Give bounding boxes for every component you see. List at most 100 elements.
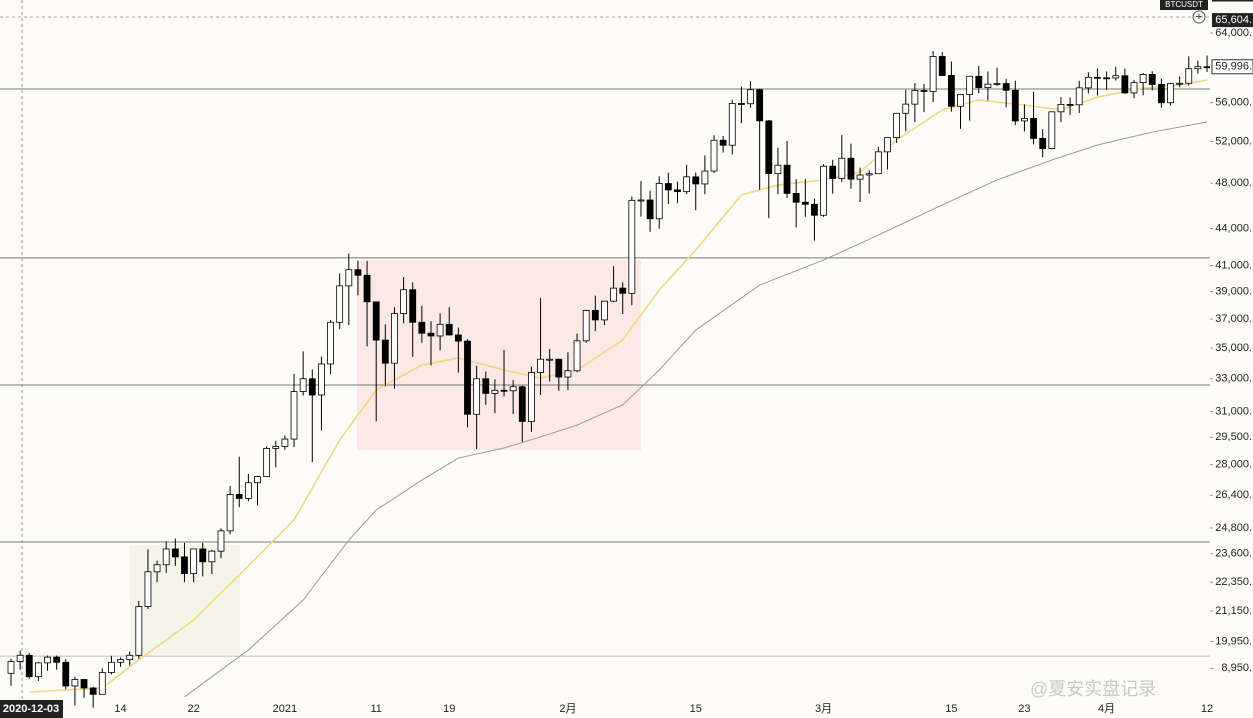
add-button[interactable] xyxy=(1192,10,1206,24)
candle-body xyxy=(235,494,243,499)
price-tag-label: 65,604. xyxy=(1215,14,1252,26)
candle-body xyxy=(44,656,51,664)
candle-body xyxy=(957,94,964,107)
plot xyxy=(0,50,1211,708)
candle-body xyxy=(938,56,946,76)
candle-body xyxy=(1130,82,1138,94)
candle-body xyxy=(993,83,1001,85)
symbol-tag xyxy=(1160,0,1208,10)
candle-body xyxy=(865,173,873,176)
y-tick-label: 26,400. xyxy=(1215,489,1252,501)
y-tick-label: 39,000. xyxy=(1215,285,1252,297)
candle-body xyxy=(929,56,937,92)
candle-body xyxy=(62,661,70,687)
candle-body xyxy=(427,332,435,337)
candle-body xyxy=(1021,118,1028,122)
candle-body xyxy=(1084,76,1092,89)
x-tick-label: 22 xyxy=(187,703,199,715)
candle-body xyxy=(811,203,818,216)
candle-body xyxy=(1103,77,1110,80)
candle-body xyxy=(719,139,727,146)
candle-body xyxy=(1148,74,1156,85)
candle-body xyxy=(363,274,371,303)
candle-body xyxy=(692,176,700,185)
candle-body xyxy=(920,90,928,92)
y-tick-label: 44,000. xyxy=(1215,223,1252,235)
candle-body xyxy=(327,321,334,365)
x-tick-label: 2月 xyxy=(559,703,576,715)
y-tick-label: 21,150. xyxy=(1215,605,1252,617)
candle-body xyxy=(162,548,170,566)
candle-body xyxy=(409,289,417,323)
candle-body xyxy=(190,548,198,575)
candle-body xyxy=(381,339,389,364)
candle-body xyxy=(783,164,791,194)
y-tick-label: 52,000. xyxy=(1215,135,1252,147)
candle-body xyxy=(829,165,837,179)
candle-body xyxy=(801,201,809,205)
candle-body xyxy=(153,564,161,573)
candle-body xyxy=(436,323,444,337)
candle-body xyxy=(1185,68,1193,84)
candle-body xyxy=(756,89,764,122)
candle-body xyxy=(1112,75,1120,79)
candle-body xyxy=(546,358,554,361)
candle-body xyxy=(7,661,15,674)
candle-body xyxy=(16,654,24,662)
candle-body xyxy=(34,662,42,678)
candle-body xyxy=(911,90,919,105)
candle-body xyxy=(482,378,490,394)
candle-body xyxy=(226,494,234,532)
x-tick-label: 12 xyxy=(1201,703,1213,715)
candle-body xyxy=(108,661,115,673)
y-tick-label: 24,800. xyxy=(1215,522,1252,534)
watermark: @夏安实盘记录 xyxy=(1030,679,1156,699)
candle-body xyxy=(838,157,846,179)
candle-body xyxy=(372,301,380,341)
y-tick-label: 22,350. xyxy=(1215,576,1252,588)
candle-body xyxy=(902,103,910,114)
candle-body xyxy=(1203,66,1211,69)
candle-body xyxy=(117,659,124,663)
candle-body xyxy=(80,679,88,689)
candle-body xyxy=(683,176,691,193)
y-tick-label: 48,000. xyxy=(1215,177,1252,189)
candle-body xyxy=(1011,89,1019,122)
candle-body xyxy=(528,372,535,422)
x-tick-label: 19 xyxy=(443,703,455,715)
candle-body xyxy=(555,358,563,378)
candle-body xyxy=(573,340,581,372)
candle-body xyxy=(281,438,289,447)
x-tick-label: 11 xyxy=(370,703,381,715)
candle-body xyxy=(1094,76,1101,79)
price-tag-box xyxy=(1212,13,1253,28)
y-tick-label: 33,000. xyxy=(1215,373,1252,385)
candle-body xyxy=(1039,138,1047,149)
candle-body xyxy=(537,358,544,373)
x-tick-label: 14 xyxy=(114,703,126,715)
candle-body xyxy=(628,199,636,294)
candle-body xyxy=(345,269,353,287)
x-tick-label: 23 xyxy=(1018,703,1030,715)
candle-body xyxy=(254,476,261,484)
candle-body xyxy=(728,103,736,146)
candle-body xyxy=(582,309,590,342)
candle-body xyxy=(53,656,61,663)
y-tick-label: 41,000. xyxy=(1215,259,1252,271)
candle-body xyxy=(966,75,974,95)
candle-body xyxy=(1075,87,1083,106)
y-tick-label: 37,000. xyxy=(1215,313,1252,325)
candle-body xyxy=(336,285,344,323)
x-tick-label: 15 xyxy=(945,703,957,715)
last-price-box xyxy=(1211,59,1253,75)
add-icon: + xyxy=(1196,11,1202,23)
y-tick-label: 8,950. xyxy=(1221,662,1252,674)
candle-body xyxy=(1194,66,1202,70)
candle-body xyxy=(263,447,271,478)
candle-body xyxy=(518,386,526,422)
candle-body xyxy=(25,654,33,678)
candle-body xyxy=(947,75,955,107)
candle-body xyxy=(89,687,97,695)
candle-body xyxy=(491,389,499,394)
candle-body xyxy=(601,300,608,321)
